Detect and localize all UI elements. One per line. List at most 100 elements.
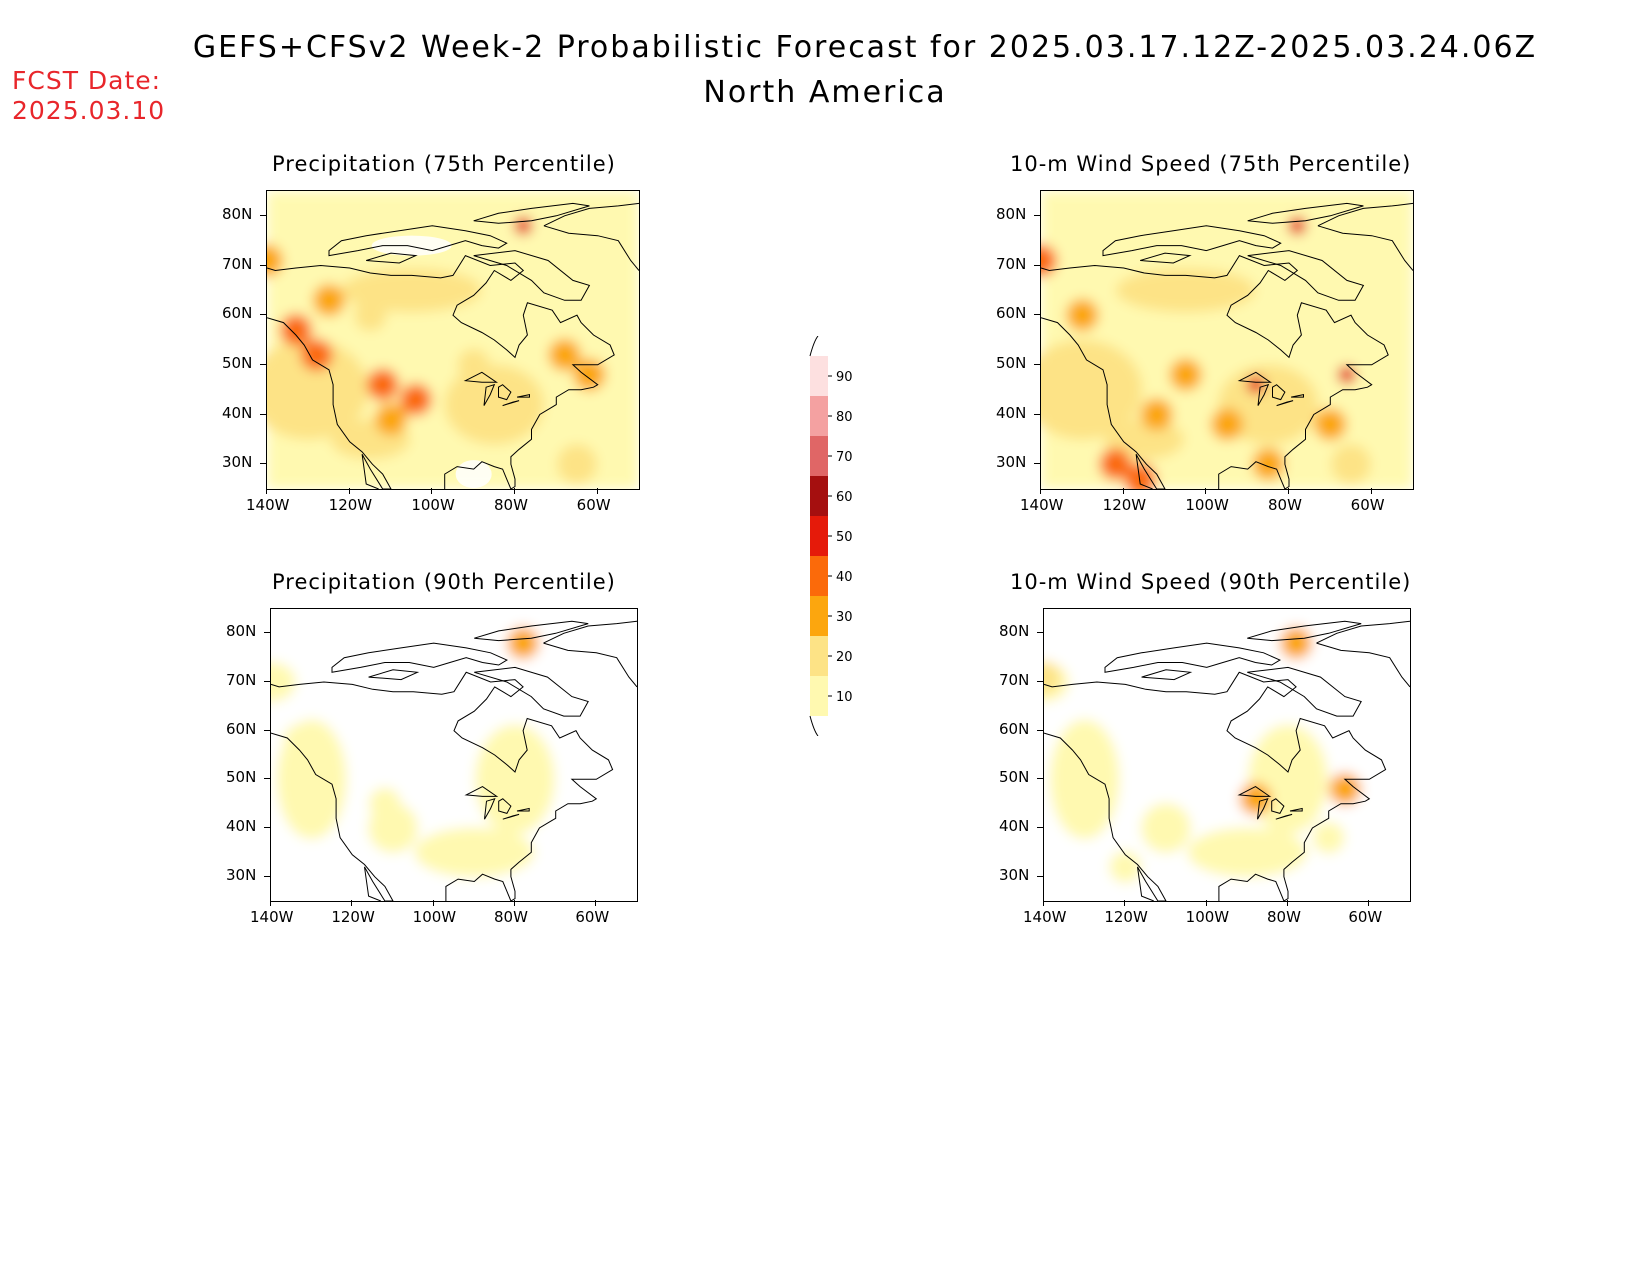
lat-tick-label: 70N — [226, 671, 257, 689]
colorbar-label: 10 — [836, 690, 853, 705]
great-lake-outline — [1257, 383, 1270, 406]
shading-region — [414, 827, 535, 878]
no-signal-area — [455, 460, 492, 489]
coastline-greenland-north — [543, 202, 639, 227]
probability-blob — [354, 299, 387, 332]
panel-title: 10-m Wind Speed (75th Percentile) — [1010, 152, 1412, 176]
probability-blob — [1288, 216, 1307, 235]
base-shading — [1041, 191, 1413, 489]
lat-tick-label: 30N — [226, 865, 257, 884]
probability-shading — [267, 191, 639, 489]
colorbar-label: 70 — [836, 450, 853, 465]
colorbar-segment — [810, 396, 828, 436]
coastline-west — [271, 732, 394, 901]
coastline-island — [1140, 252, 1192, 264]
lat-tick-mark — [1034, 314, 1040, 316]
lon-tick-label: 120W — [328, 496, 373, 514]
coastline-island — [1247, 620, 1362, 642]
coastline-greenland-north — [1316, 620, 1410, 644]
coastline-greenland — [1317, 225, 1413, 271]
probability-blob — [1109, 850, 1142, 883]
colorbar-cap — [809, 715, 819, 736]
lon-tick-label: 120W — [331, 908, 375, 926]
lon-tick-label: 140W — [1020, 496, 1064, 514]
coastline-greenland — [1316, 642, 1410, 688]
lon-tick-label: 60W — [1350, 496, 1385, 514]
lon-tick-label: 80W — [1267, 908, 1301, 926]
probability-blob — [283, 724, 316, 757]
great-lake-outline — [1275, 813, 1293, 820]
coastline-west — [267, 317, 392, 489]
probability-blob — [499, 777, 531, 810]
coastline-island — [368, 669, 420, 681]
fcst-date-label: FCST Date: — [12, 66, 162, 95]
probability-blob — [385, 816, 418, 849]
colorbar-cap — [809, 336, 819, 357]
probability-shading — [1041, 191, 1413, 489]
lon-tick-mark — [270, 900, 271, 906]
lat-tick-label: 30N — [222, 453, 253, 472]
panel-title: Precipitation (90th Percentile) — [272, 570, 616, 594]
shading-region — [1049, 719, 1120, 840]
great-lake-outline — [464, 786, 499, 797]
lat-tick-mark — [264, 729, 270, 731]
probability-blob — [279, 314, 312, 347]
lat-tick-label: 30N — [999, 865, 1030, 884]
probability-blob — [1312, 821, 1345, 854]
lat-tick-label: 50N — [999, 768, 1030, 787]
coastline-greenland-north — [1317, 202, 1413, 227]
lat-tick-mark — [264, 875, 270, 877]
coastline-greenland — [543, 642, 637, 688]
colorbar-label: 90 — [836, 370, 853, 385]
lon-tick-label: 60W — [575, 908, 610, 926]
shading-region — [1115, 268, 1256, 313]
lon-tick-label: 120W — [1104, 908, 1148, 926]
lat-tick-mark — [1034, 463, 1040, 465]
colorbar-segment — [810, 356, 828, 396]
lat-tick-label: 60N — [996, 304, 1027, 323]
colorbar-segment — [810, 476, 828, 516]
colorbar-segment — [810, 516, 828, 556]
lon-tick-label: 120W — [1102, 496, 1147, 514]
lat-tick-label: 30N — [996, 453, 1027, 472]
lat-tick-label: 80N — [226, 622, 257, 641]
coastline-greenland-north — [543, 620, 637, 644]
main-title: GEFS+CFSv2 Week-2 Probabilistic Forecast… — [192, 30, 1538, 65]
lat-tick-label: 40N — [222, 403, 253, 422]
lat-tick-mark — [260, 463, 266, 465]
lat-tick-mark — [260, 214, 266, 216]
shading-region — [1218, 364, 1319, 445]
great-lake-outline — [498, 384, 512, 401]
shading-region — [1331, 444, 1371, 485]
lat-tick-mark — [1037, 729, 1043, 731]
lat-tick-mark — [264, 827, 270, 828]
probability-blob — [399, 383, 432, 416]
lat-tick-mark — [1034, 413, 1040, 415]
colorbar-segment — [810, 556, 828, 596]
probability-blob — [313, 284, 345, 317]
lon-tick-mark — [1124, 900, 1126, 906]
lon-tick-label: 140W — [250, 908, 294, 926]
colorbar-segment — [810, 436, 828, 476]
probability-blob — [300, 338, 333, 371]
shading-region — [444, 364, 545, 445]
colorbar-segment — [810, 596, 828, 636]
lat-tick-label: 40N — [226, 817, 257, 835]
lat-tick-mark — [1034, 214, 1040, 216]
great-lake-outline — [1289, 807, 1303, 812]
lon-tick-label: 140W — [1023, 908, 1067, 926]
great-lake-outline — [516, 807, 530, 812]
lat-tick-mark — [264, 681, 270, 682]
colorbar-label: 40 — [836, 570, 853, 585]
lat-tick-label: 80N — [999, 622, 1030, 641]
lon-tick-mark — [1043, 900, 1044, 906]
probability-shading — [1044, 609, 1410, 901]
map-canvas — [1041, 191, 1413, 489]
region-subtitle: North America — [703, 75, 947, 110]
great-lake-outline — [483, 383, 496, 406]
lon-tick-label: 80W — [494, 908, 528, 926]
colorbar-label: 30 — [836, 610, 853, 625]
lat-tick-label: 60N — [222, 304, 253, 323]
lon-tick-label: 80W — [1268, 496, 1302, 514]
map-frame — [1043, 608, 1411, 902]
